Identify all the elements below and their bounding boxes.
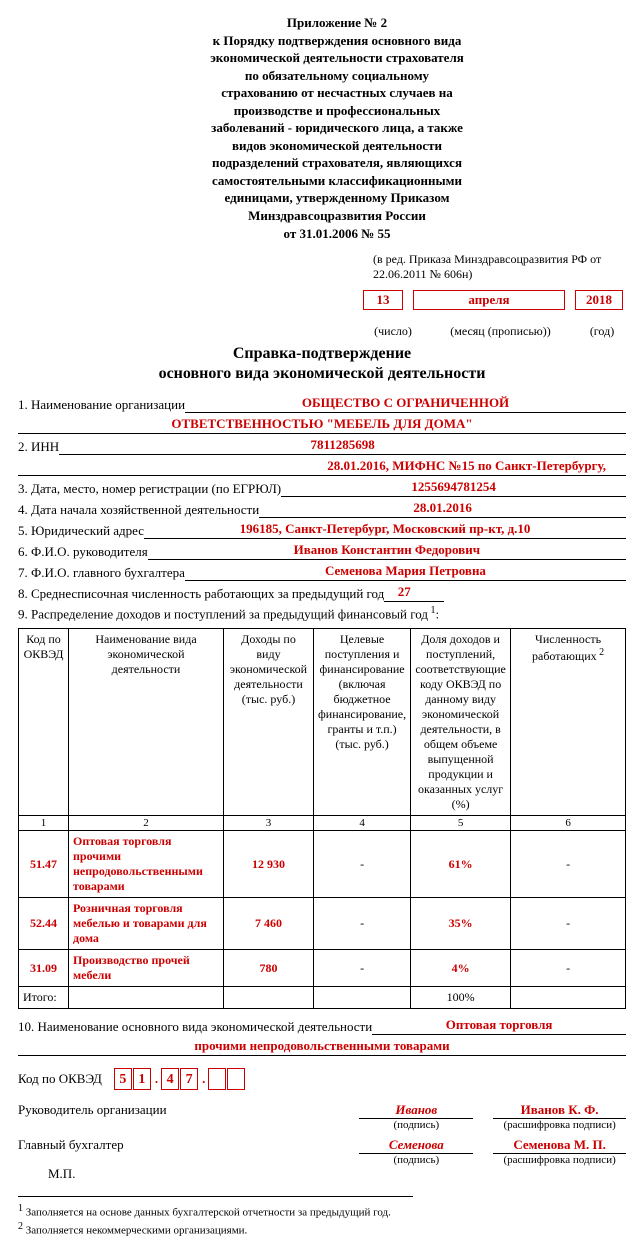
cap-day: (число) xyxy=(363,324,423,339)
okved-d4: 7 xyxy=(180,1068,198,1090)
okved-d3: 4 xyxy=(161,1068,179,1090)
table-total-row: Итого: 100% xyxy=(19,987,626,1009)
year-box: 2018 xyxy=(575,290,623,310)
edition-note: (в ред. Приказа Минздравсоцразвития РФ о… xyxy=(18,252,626,282)
okved-label: Код по ОКВЭД xyxy=(18,1071,102,1087)
f7-value: Семенова Мария Петровна xyxy=(185,563,626,581)
f8-value: 27 xyxy=(384,584,424,602)
month-box: апреля xyxy=(413,290,565,310)
field-headcount: 8. Среднесписочная численность работающи… xyxy=(18,584,626,602)
th-code: Код по ОКВЭД xyxy=(19,629,69,816)
table-row: 52.44 Розничная торговля мебелью и товар… xyxy=(19,898,626,950)
fn1: Заполняется на основе данных бухгалтерск… xyxy=(26,1207,391,1219)
sig-cap-sign2: (подпись) xyxy=(359,1154,473,1166)
appendix-title: Приложение № 2 xyxy=(287,15,387,30)
sig-cap-sign: (подпись) xyxy=(359,1119,473,1131)
activity-table: Код по ОКВЭД Наименование вида экономиче… xyxy=(18,628,626,1009)
cap-month: (месяц (прописью)) xyxy=(423,324,578,339)
day-box: 13 xyxy=(363,290,403,310)
okved-d5 xyxy=(208,1068,226,1090)
field-inn: 2. ИНН 7811285698 xyxy=(18,437,626,455)
field-addr: 5. Юридический адрес 196185, Санкт-Петер… xyxy=(18,521,626,539)
sig-acc-row: Главный бухгалтер Семенова (подпись) Сем… xyxy=(18,1137,626,1166)
field-reg: 3. Дата, место, номер регистрации (по ЕГ… xyxy=(18,479,626,497)
f10-value: Оптовая торговля xyxy=(372,1017,626,1035)
f7-label: 7. Ф.И.О. главного бухгалтера xyxy=(18,565,185,581)
f3-value: 1255694781254 xyxy=(281,479,626,497)
field-head: 6. Ф.И.О. руководителя Иванов Константин… xyxy=(18,542,626,560)
okved-d1: 5 xyxy=(114,1068,132,1090)
f1-label: 1. Наименование организации xyxy=(18,397,185,413)
th-target: Целевые поступления и финансирование (вк… xyxy=(314,629,411,816)
f2-value: 7811285698 xyxy=(59,437,626,455)
f10-label: 10. Наименование основного вида экономич… xyxy=(18,1019,372,1035)
sig-acc-sign: Семенова xyxy=(359,1137,473,1154)
cap-year: (год) xyxy=(578,324,626,339)
okved-d6 xyxy=(227,1068,245,1090)
footnotes: 1 Заполняется на основе данных бухгалтер… xyxy=(18,1196,413,1236)
sig-cap-name2: (расшифровка подписи) xyxy=(493,1154,626,1166)
date-captions: (число) (месяц (прописью)) (год) xyxy=(18,324,626,339)
sig-acc-label: Главный бухгалтер xyxy=(18,1137,189,1166)
table-row: 51.47 Оптовая торговля прочими непродово… xyxy=(19,831,626,898)
sig-head-sign: Иванов xyxy=(359,1102,473,1119)
field-startdate: 4. Дата начала хозяйственной деятельност… xyxy=(18,500,626,518)
f8-label: 8. Среднесписочная численность работающи… xyxy=(18,586,384,602)
f3-pre: 28.01.2016, МИФНС №15 по Санкт-Петербург… xyxy=(18,458,626,476)
appendix-block: Приложение № 2 к Порядку подтверждения о… xyxy=(208,14,466,242)
field-org: 1. Наименование организации ОБЩЕСТВО С О… xyxy=(18,395,626,413)
f10-value2: прочими непродовольственными товарами xyxy=(18,1038,626,1056)
doc-title-2: основного вида экономической деятельност… xyxy=(18,365,626,383)
sig-head-row: Руководитель организации Иванов (подпись… xyxy=(18,1102,626,1131)
stamp-mp: М.П. xyxy=(48,1166,626,1182)
th-qty: Численность работающих 2 xyxy=(511,629,626,816)
th-share: Доля доходов и поступлений, соответствую… xyxy=(411,629,511,816)
f2-label: 2. ИНН xyxy=(18,439,59,455)
table-header-row: Код по ОКВЭД Наименование вида экономиче… xyxy=(19,629,626,816)
appendix-date: от 31.01.2006 № 55 xyxy=(283,226,390,241)
doc-date-row: 13 апреля 2018 xyxy=(18,290,626,310)
th-name: Наименование вида экономической деятельн… xyxy=(69,629,224,816)
sig-head-label: Руководитель организации xyxy=(18,1102,189,1131)
f1-value2: ОТВЕТСТВЕННОСТЬЮ "МЕБЕЛЬ ДЛЯ ДОМА" xyxy=(18,416,626,434)
field-acc: 7. Ф.И.О. главного бухгалтера Семенова М… xyxy=(18,563,626,581)
field-main-activity: 10. Наименование основного вида экономич… xyxy=(18,1017,626,1035)
f6-value: Иванов Константин Федорович xyxy=(148,542,626,560)
doc-title-1: Справка-подтверждение xyxy=(18,345,626,363)
appendix-text: к Порядку подтверждения основного вида э… xyxy=(210,33,464,223)
sig-cap-name: (расшифровка подписи) xyxy=(493,1119,626,1131)
f9-label: 9. Распределение доходов и поступлений з… xyxy=(18,605,626,622)
th-income: Доходы по виду экономической деятельност… xyxy=(224,629,314,816)
sig-head-name: Иванов К. Ф. xyxy=(493,1102,626,1119)
f3-label: 3. Дата, место, номер регистрации (по ЕГ… xyxy=(18,481,281,497)
f1-value: ОБЩЕСТВО С ОГРАНИЧЕННОЙ xyxy=(185,395,626,413)
f5-value: 196185, Санкт-Петербург, Московский пр-к… xyxy=(144,521,626,539)
table-colnum-row: 1 2 3 4 5 6 xyxy=(19,816,626,831)
okved-d2: 1 xyxy=(133,1068,151,1090)
sig-acc-name: Семенова М. П. xyxy=(493,1137,626,1154)
f4-label: 4. Дата начала хозяйственной деятельност… xyxy=(18,502,259,518)
f4-value: 28.01.2016 xyxy=(259,500,626,518)
okved-code-row: Код по ОКВЭД 5 1 . 4 7 . xyxy=(18,1068,626,1090)
f5-label: 5. Юридический адрес xyxy=(18,523,144,539)
table-row: 31.09 Производство прочей мебели 780 - 4… xyxy=(19,950,626,987)
f6-label: 6. Ф.И.О. руководителя xyxy=(18,544,148,560)
